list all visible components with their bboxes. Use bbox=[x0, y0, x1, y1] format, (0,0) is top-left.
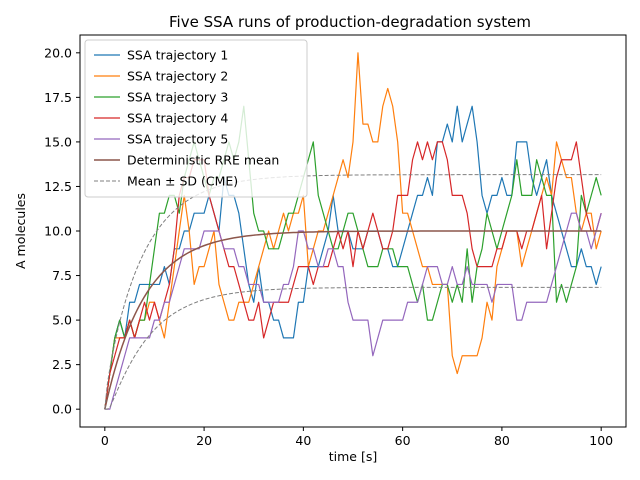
cme-lower-line bbox=[104, 286, 602, 410]
y-tick-label: 0.0 bbox=[52, 402, 72, 417]
plot-frame bbox=[79, 34, 627, 428]
series-5-line bbox=[104, 212, 602, 410]
legend-box bbox=[84, 39, 308, 198]
x-tick-label: 40 bbox=[295, 433, 311, 448]
legend-label: SSA trajectory 3 bbox=[127, 90, 228, 105]
legend-label: Mean ± SD (CME) bbox=[127, 174, 238, 189]
legend-label: SSA trajectory 2 bbox=[127, 69, 228, 84]
y-tick-label: 12.5 bbox=[44, 179, 72, 194]
cme-upper-line bbox=[104, 174, 602, 410]
series-1-line bbox=[104, 105, 602, 410]
x-tick-label: 0 bbox=[101, 433, 109, 448]
x-axis-label: time [s] bbox=[329, 449, 377, 464]
y-tick-label: 2.5 bbox=[52, 357, 72, 372]
x-tick-label: 100 bbox=[589, 433, 613, 448]
legend-label: Deterministic RRE mean bbox=[127, 153, 279, 168]
y-axis-label: A molecules bbox=[13, 193, 28, 269]
legend: SSA trajectory 1 SSA trajectory 2 SSA traj… bbox=[84, 39, 308, 198]
legend-label: SSA trajectory 5 bbox=[127, 132, 228, 147]
x-tick-label: 80 bbox=[494, 433, 510, 448]
legend-label: SSA trajectory 4 bbox=[127, 111, 228, 126]
y-tick-label: 15.0 bbox=[44, 134, 72, 149]
x-tick-label: 20 bbox=[196, 433, 212, 448]
chart-title: Five SSA runs of production-degradation … bbox=[169, 13, 531, 31]
y-tick-label: 5.0 bbox=[52, 313, 72, 328]
legend-label: SSA trajectory 1 bbox=[127, 48, 228, 63]
x-tick-label: 60 bbox=[395, 433, 411, 448]
y-tick-label: 10.0 bbox=[44, 224, 72, 239]
y-tick-label: 7.5 bbox=[52, 268, 72, 283]
y-tick-label: 20.0 bbox=[44, 45, 72, 60]
rre-mean-line bbox=[104, 230, 602, 410]
series-2-line bbox=[104, 52, 602, 410]
y-tick-label: 17.5 bbox=[44, 90, 72, 105]
